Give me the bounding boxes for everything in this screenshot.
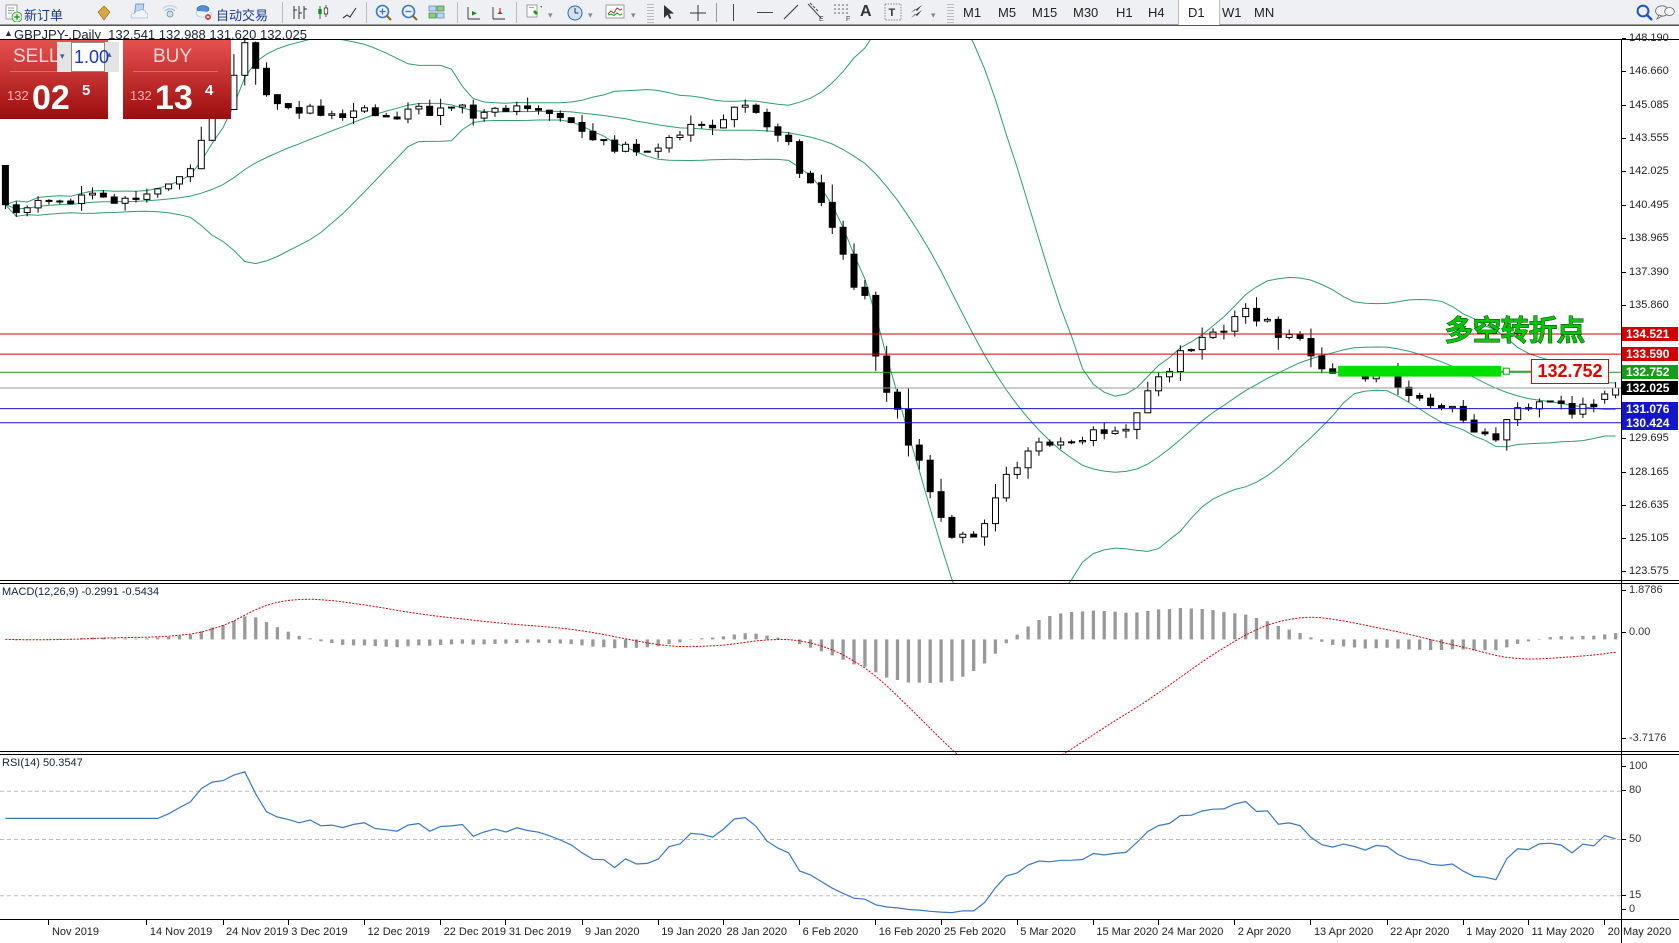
- svg-text:E: E: [819, 16, 824, 22]
- svg-text:多空转折点: 多空转折点: [1445, 314, 1585, 346]
- svg-text:T: T: [889, 7, 896, 19]
- svg-text:F: F: [846, 16, 850, 22]
